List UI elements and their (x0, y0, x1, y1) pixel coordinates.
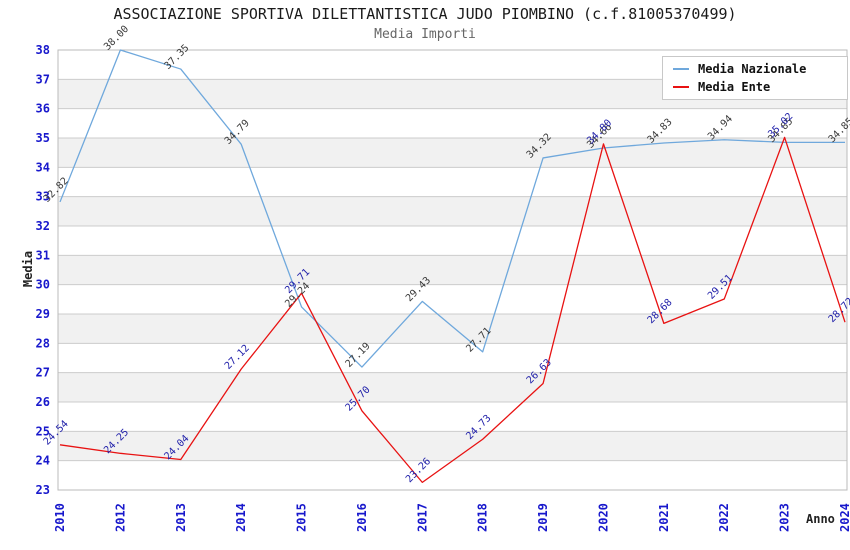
x-tick-label: 2024 (838, 503, 850, 532)
data-point-label: 38.00 (102, 24, 131, 53)
chart-title: ASSOCIAZIONE SPORTIVA DILETTANTISTICA JU… (113, 5, 737, 23)
legend-item-media-nazionale: Media Nazionale (673, 62, 837, 76)
y-tick-label: 36 (36, 102, 50, 116)
plot-band (58, 372, 847, 402)
series-line-media-ente (59, 136, 846, 484)
y-tick-label: 23 (36, 483, 50, 497)
legend-line-swatch-blue (673, 68, 689, 70)
legend-label: Media Ente (698, 80, 771, 94)
y-tick-label: 25 (36, 424, 50, 438)
plot-band (58, 314, 847, 344)
x-tick-label: 2017 (415, 503, 429, 532)
x-tick-label: 2019 (536, 503, 550, 532)
y-tick-label: 34 (36, 160, 50, 174)
y-axis-title: Media (21, 250, 35, 288)
x-tick-label: 2014 (234, 503, 248, 532)
x-tick-label: 2020 (596, 503, 610, 532)
y-tick-label: 30 (36, 278, 50, 292)
x-tick-label: 2016 (355, 503, 369, 532)
legend-label: Media Nazionale (698, 62, 807, 76)
x-tick-label: 2010 (53, 503, 67, 532)
y-tick-label: 33 (36, 190, 50, 204)
x-tick-label: 2023 (778, 503, 792, 532)
y-tick-label: 29 (36, 307, 50, 321)
legend-item-media-ente: Media Ente (673, 80, 837, 94)
x-tick-label: 2015 (295, 503, 309, 532)
y-tick-label: 37 (36, 72, 50, 86)
y-tick-label: 32 (36, 219, 50, 233)
legend-line-swatch-red (673, 86, 689, 88)
y-tick-label: 27 (36, 366, 50, 380)
data-point-label: 27.12 (223, 343, 252, 372)
legend-box: Media Nazionale Media Ente (662, 56, 848, 100)
plot-band (58, 196, 847, 226)
plot-band (58, 255, 847, 285)
y-tick-label: 28 (36, 336, 50, 350)
plot-band (58, 138, 847, 168)
series-line-media-nazionale (59, 49, 845, 368)
x-axis-title: Anno (806, 512, 835, 526)
x-tick-label: 2018 (476, 503, 490, 532)
x-tick-label: 2012 (113, 503, 127, 532)
y-tick-label: 24 (36, 454, 50, 468)
plot-border (57, 49, 848, 491)
y-tick-label: 26 (36, 395, 50, 409)
y-tick-label: 38 (36, 43, 50, 57)
x-tick-label: 2013 (174, 503, 188, 532)
y-tick-label: 35 (36, 131, 50, 145)
y-tick-label: 31 (36, 248, 50, 262)
data-point-label: 27.19 (344, 341, 373, 370)
chart-subtitle: Media Importi (374, 27, 476, 42)
x-tick-label: 2021 (657, 503, 671, 532)
x-tick-label: 2022 (717, 503, 731, 532)
